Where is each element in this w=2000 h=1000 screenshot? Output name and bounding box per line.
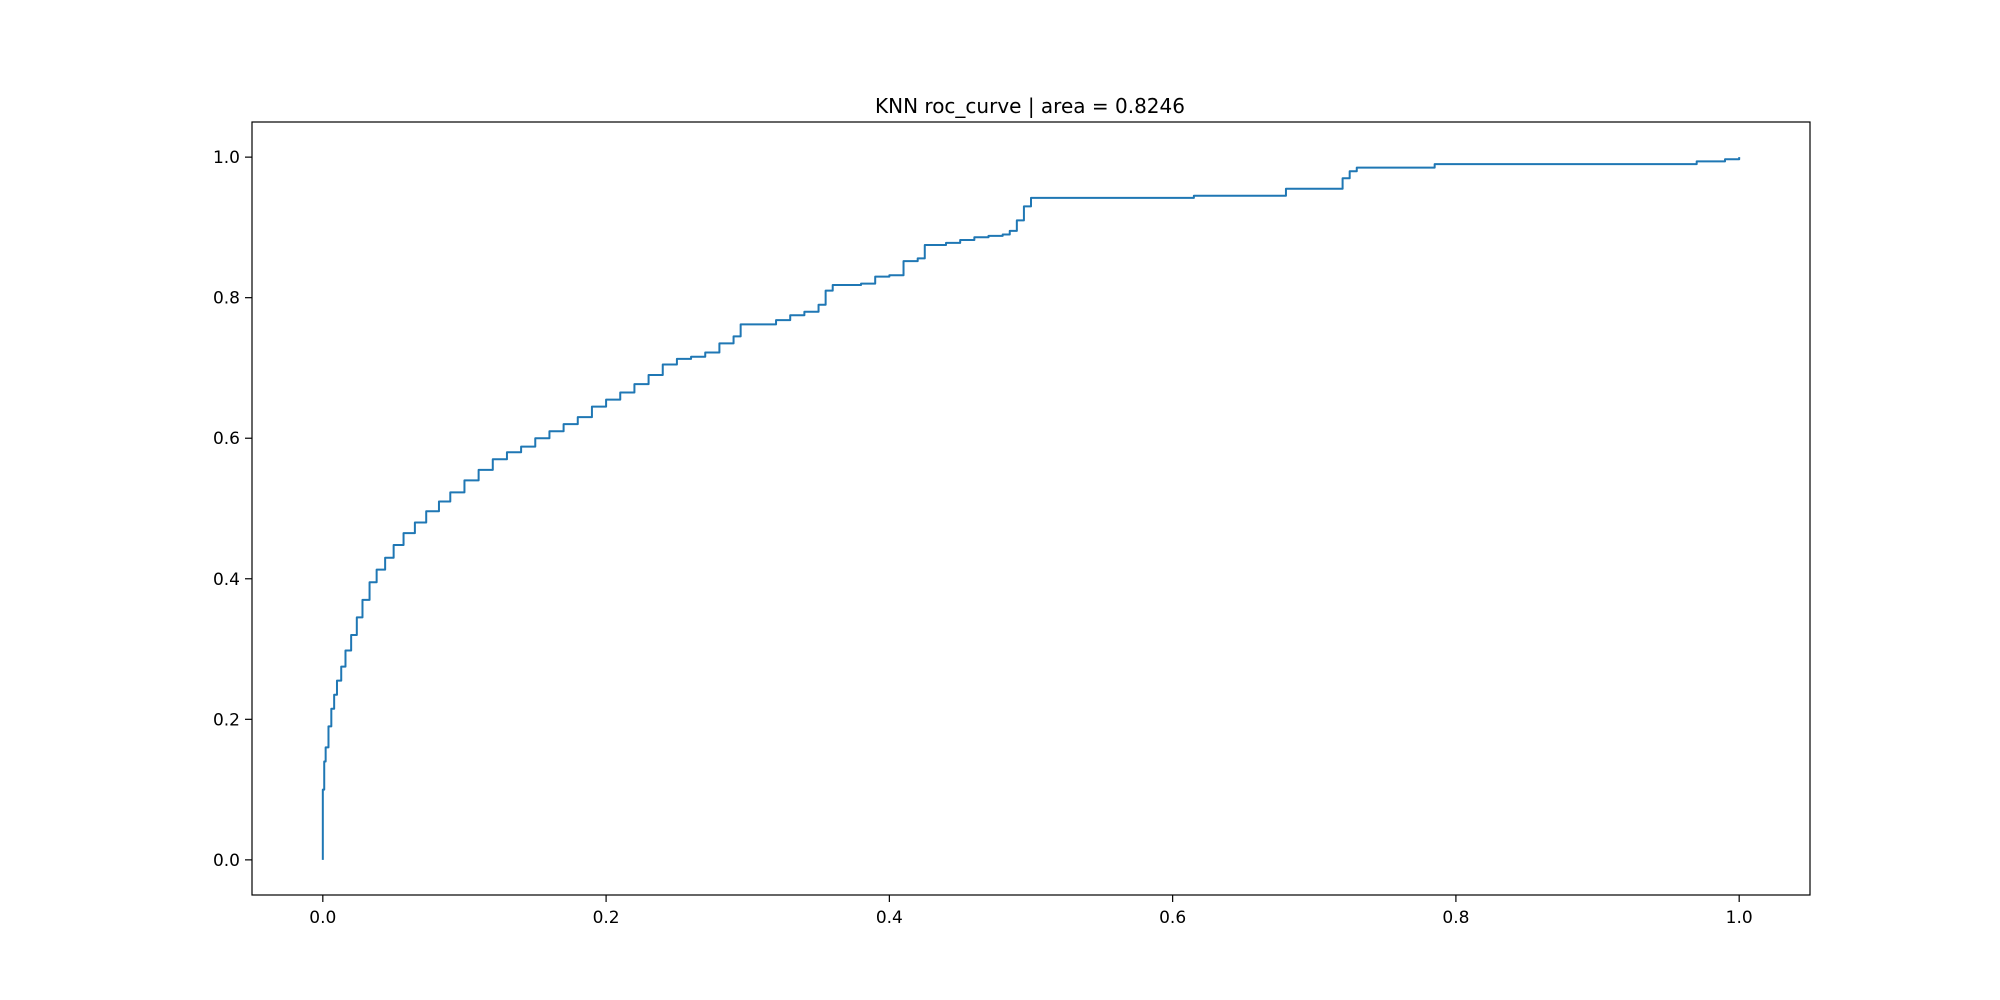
x-tick-label: 0.0: [309, 908, 336, 928]
x-tick-label: 0.4: [876, 908, 903, 928]
plot-area: 0.0 0.2 0.4 0.6 0.8 1.0 0.0 0.2 0.4 0.6 0.8 1.0: [213, 121, 1811, 928]
y-tick-label: 0.8: [213, 289, 240, 309]
y-tick-label: 0.2: [213, 710, 240, 730]
y-tick-label: 0.0: [213, 851, 240, 871]
y-tick-label: 0.6: [213, 429, 240, 449]
x-tick-label: 0.6: [1159, 908, 1186, 928]
x-tick-label: 0.2: [593, 908, 620, 928]
y-tick-label: 1.0: [213, 148, 240, 168]
axes-frame: [251, 121, 1811, 896]
x-tick-label: 0.8: [1442, 908, 1469, 928]
x-tick-label: 1.0: [1726, 908, 1753, 928]
roc-curve-line: [321, 157, 1741, 860]
chart-title: KNN roc_curve | area = 0.8246: [875, 94, 1185, 118]
y-tick-label: 0.4: [213, 570, 240, 590]
